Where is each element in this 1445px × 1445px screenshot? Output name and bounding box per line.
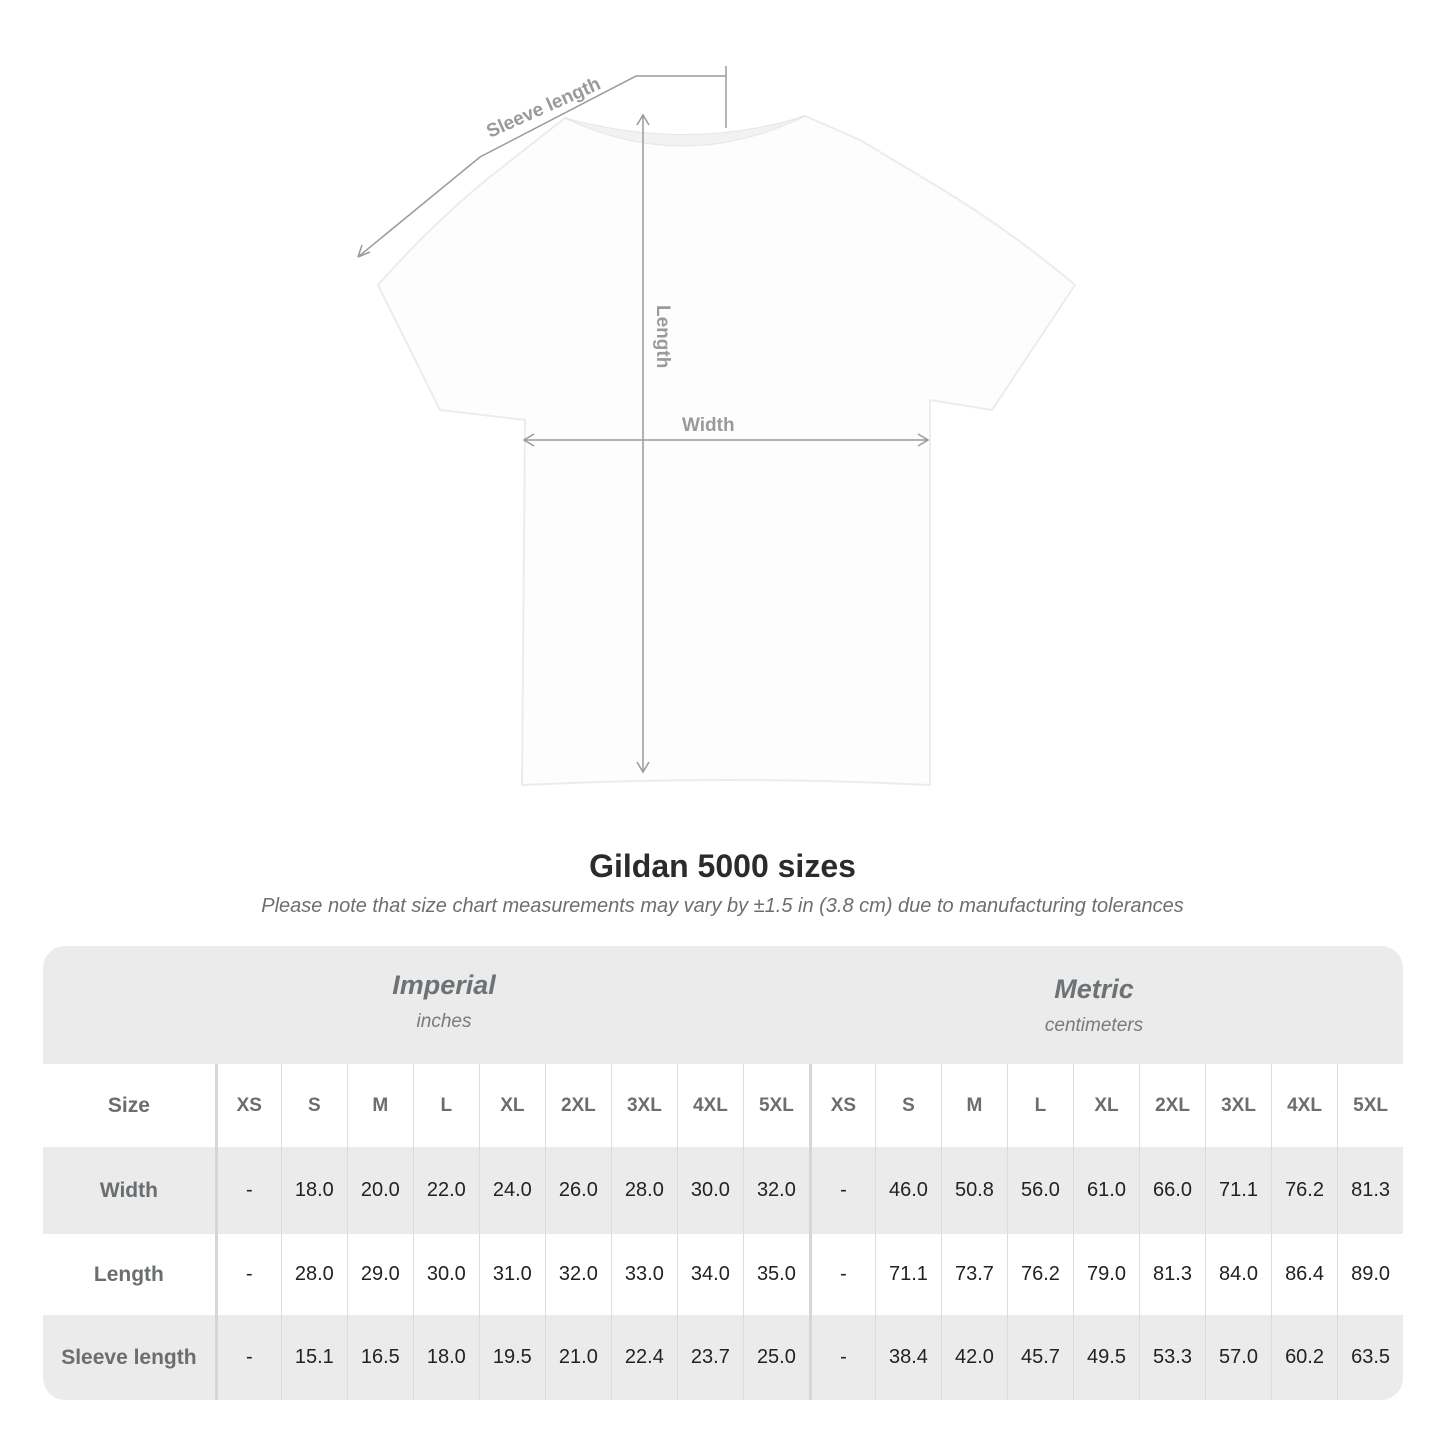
tolerance-note: Please note that size chart measurements… bbox=[261, 895, 1184, 917]
size-header-imperial: L bbox=[412, 1064, 479, 1147]
value-cell-metric: 84.0 bbox=[1205, 1234, 1271, 1315]
value-cell-imperial: 34.0 bbox=[676, 1234, 743, 1315]
size-header-imperial: 2XL bbox=[544, 1064, 611, 1147]
row-label: Length bbox=[93, 1262, 164, 1286]
size-header-metric: 4XL bbox=[1271, 1064, 1337, 1147]
sleeve-arrowhead bbox=[357, 244, 371, 258]
value-cell-metric: 71.1 bbox=[1205, 1147, 1271, 1234]
value-cell-metric: - bbox=[808, 1234, 875, 1315]
value-cell-metric: 63.5 bbox=[1337, 1315, 1403, 1400]
value-cell-imperial: 15.1 bbox=[280, 1315, 347, 1400]
row-label: Sleeve length bbox=[61, 1345, 197, 1369]
value-cell-imperial: 21.0 bbox=[544, 1315, 611, 1400]
value-cell-imperial: 19.5 bbox=[478, 1315, 545, 1400]
sleeve-length-line bbox=[357, 75, 726, 258]
value-cell-imperial: 33.0 bbox=[610, 1234, 677, 1315]
length-arrowheads bbox=[636, 113, 650, 774]
metric-title: Metric bbox=[1054, 974, 1134, 1004]
size-header-imperial: 4XL bbox=[676, 1064, 743, 1147]
size-header-metric: XS bbox=[808, 1064, 875, 1147]
value-cell-metric: - bbox=[808, 1315, 875, 1400]
tshirt-diagram: Sleeve length Length Width bbox=[357, 66, 1077, 787]
value-cell-imperial: 18.0 bbox=[280, 1147, 347, 1234]
value-cell-imperial: 22.0 bbox=[412, 1147, 479, 1234]
metric-unit: centimeters bbox=[1044, 1015, 1144, 1036]
value-cell-metric: 61.0 bbox=[1072, 1147, 1139, 1234]
row-label: Size bbox=[107, 1093, 150, 1117]
value-cell-imperial: 26.0 bbox=[544, 1147, 611, 1234]
value-cell-imperial: 28.0 bbox=[610, 1147, 677, 1234]
value-cell-metric: 45.7 bbox=[1006, 1315, 1073, 1400]
size-header-metric: 2XL bbox=[1139, 1064, 1205, 1147]
size-header-row: Size XS S M L XL 2XL 3XL 4XL 5XL XS S M L XL 2XL 3XL 4XL 5… bbox=[43, 1064, 1403, 1147]
size-header-imperial: S bbox=[280, 1064, 347, 1147]
value-cell-metric: 73.7 bbox=[940, 1234, 1007, 1315]
value-cell-metric: 76.2 bbox=[1271, 1147, 1337, 1234]
tshirt-shape bbox=[376, 114, 1077, 787]
value-cell-imperial: 23.7 bbox=[676, 1315, 743, 1400]
width-arrowheads bbox=[522, 433, 930, 447]
value-cell-metric: 79.0 bbox=[1072, 1234, 1139, 1315]
imperial-title: Imperial bbox=[392, 970, 496, 1000]
size-header-metric: 5XL bbox=[1337, 1064, 1403, 1147]
value-cell-imperial: 24.0 bbox=[478, 1147, 545, 1234]
value-cell-imperial: - bbox=[214, 1315, 281, 1400]
value-cell-imperial: 30.0 bbox=[676, 1147, 743, 1234]
unit-header-band bbox=[43, 946, 1403, 1064]
length-label: Length bbox=[652, 305, 673, 368]
size-header-imperial: M bbox=[346, 1064, 413, 1147]
table-row: Width -18.0 20.0 22.0 24.0 26.0 28.0 30.0 32.0-4… bbox=[43, 1147, 1403, 1234]
value-cell-metric: 46.0 bbox=[874, 1147, 941, 1234]
value-cell-metric: 89.0 bbox=[1337, 1234, 1403, 1315]
value-cell-imperial: 25.0 bbox=[742, 1315, 809, 1400]
value-cell-imperial: 28.0 bbox=[280, 1234, 347, 1315]
imperial-unit: inches bbox=[416, 1011, 472, 1032]
value-cell-metric: 86.4 bbox=[1271, 1234, 1337, 1315]
value-cell-metric: 66.0 bbox=[1139, 1147, 1205, 1234]
size-header-imperial: 3XL bbox=[610, 1064, 677, 1147]
size-header-imperial: XS bbox=[214, 1064, 281, 1147]
value-cell-imperial: - bbox=[214, 1234, 281, 1315]
value-cell-metric: 49.5 bbox=[1072, 1315, 1139, 1400]
value-cell-metric: 81.3 bbox=[1139, 1234, 1205, 1315]
value-cell-metric: 38.4 bbox=[874, 1315, 941, 1400]
value-cell-imperial: 32.0 bbox=[742, 1147, 809, 1234]
value-cell-metric: 42.0 bbox=[940, 1315, 1007, 1400]
page-title: Gildan 5000 sizes bbox=[589, 848, 856, 884]
collar bbox=[564, 115, 806, 147]
table-row: Length -28.0 29.0 30.0 31.0 32.0 33.0 34.0 35.0-… bbox=[43, 1234, 1403, 1315]
width-label: Width bbox=[682, 415, 735, 436]
value-cell-metric: 56.0 bbox=[1006, 1147, 1073, 1234]
value-cell-imperial: 35.0 bbox=[742, 1234, 809, 1315]
size-header-metric: 3XL bbox=[1205, 1064, 1271, 1147]
value-cell-metric: 50.8 bbox=[940, 1147, 1007, 1234]
metric-header: Metric centimeters bbox=[865, 974, 1323, 1037]
imperial-header: Imperial inches bbox=[215, 970, 673, 1033]
size-header-metric: S bbox=[874, 1064, 941, 1147]
value-cell-metric: 76.2 bbox=[1006, 1234, 1073, 1315]
value-cell-imperial: - bbox=[214, 1147, 281, 1234]
size-header-metric: M bbox=[940, 1064, 1007, 1147]
value-cell-metric: - bbox=[808, 1147, 875, 1234]
value-cell-metric: 53.3 bbox=[1139, 1315, 1205, 1400]
size-chart-table: Imperial inches Metric centimeters Size X… bbox=[43, 946, 1403, 1400]
value-cell-metric: 57.0 bbox=[1205, 1315, 1271, 1400]
value-cell-imperial: 29.0 bbox=[346, 1234, 413, 1315]
size-header-metric: L bbox=[1006, 1064, 1073, 1147]
value-cell-imperial: 18.0 bbox=[412, 1315, 479, 1400]
value-cell-imperial: 30.0 bbox=[412, 1234, 479, 1315]
value-cell-metric: 60.2 bbox=[1271, 1315, 1337, 1400]
value-cell-metric: 71.1 bbox=[874, 1234, 941, 1315]
value-cell-imperial: 16.5 bbox=[346, 1315, 413, 1400]
size-header-imperial: XL bbox=[478, 1064, 545, 1147]
value-cell-imperial: 32.0 bbox=[544, 1234, 611, 1315]
value-cell-imperial: 31.0 bbox=[478, 1234, 545, 1315]
size-header-metric: XL bbox=[1072, 1064, 1139, 1147]
value-cell-imperial: 22.4 bbox=[610, 1315, 677, 1400]
value-cell-metric: 81.3 bbox=[1337, 1147, 1403, 1234]
size-header-imperial: 5XL bbox=[742, 1064, 809, 1147]
row-label: Width bbox=[99, 1178, 158, 1202]
table-row: Sleeve length -15.1 16.5 18.0 19.5 21.0 22.4 23… bbox=[43, 1315, 1403, 1400]
value-cell-imperial: 20.0 bbox=[346, 1147, 413, 1234]
